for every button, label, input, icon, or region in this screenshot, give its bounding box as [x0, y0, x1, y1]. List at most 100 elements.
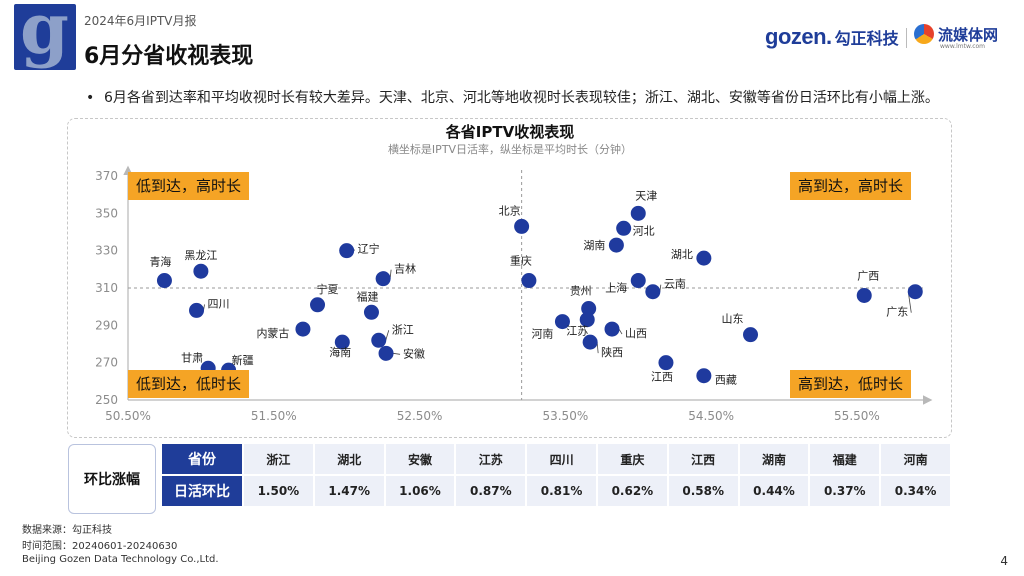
- data-point: [189, 302, 205, 318]
- gozen-logo-block: g: [14, 4, 76, 70]
- data-point: [295, 321, 311, 337]
- data-point: [696, 368, 712, 384]
- point-label: 天津: [635, 189, 657, 202]
- point-label: 重庆: [510, 254, 532, 268]
- summary-bullet: 6月各省到达率和平均收视时长有较大差异。天津、北京、河北等地收视时长表现较佳；浙…: [84, 89, 984, 108]
- gozen-brand-logo: gozen. 勾正科技: [765, 24, 899, 50]
- value-cell: 1.50%: [244, 476, 315, 508]
- time-range: 时间范围：20240601-20240630: [22, 541, 178, 552]
- gozen-brand-text: gozen.: [765, 24, 832, 49]
- point-label: 内蒙古: [256, 326, 289, 340]
- province-cell: 江西: [668, 444, 740, 476]
- mom-growth-label: 环比涨幅: [68, 444, 156, 514]
- point-label: 广东: [886, 306, 908, 319]
- value-cell: 1.47%: [314, 476, 386, 508]
- point-label: 江苏: [566, 325, 588, 338]
- company-name: Beijing Gozen Data Technology Co.,Ltd.: [22, 554, 219, 565]
- point-label: 贵州: [570, 285, 592, 298]
- page-title: 6月分省收视表现: [84, 44, 254, 69]
- data-point: [907, 284, 923, 300]
- data-point: [514, 218, 530, 234]
- point-label: 上海: [605, 281, 627, 295]
- x-tick-label: 53.50%: [542, 409, 588, 423]
- data-point: [856, 287, 872, 303]
- y-tick-label: 330: [95, 244, 118, 258]
- chart-reference-lines: [128, 170, 924, 400]
- point-label: 宁夏: [317, 282, 339, 296]
- x-tick-label: 52.50%: [397, 409, 443, 423]
- point-label: 黑龙江: [184, 249, 217, 262]
- province-cell: 江苏: [456, 444, 528, 476]
- data-point: [339, 243, 355, 259]
- x-tick-label: 55.50%: [834, 409, 880, 423]
- value-cell: 0.81%: [527, 476, 598, 508]
- point-label: 安徽: [403, 346, 425, 360]
- daily-active-mom-row: 日活环比 1.50% 1.47% 1.06% 0.87% 0.81% 0.62%…: [162, 476, 952, 508]
- data-point: [579, 312, 595, 328]
- data-point: [743, 327, 759, 343]
- data-point: [604, 321, 620, 337]
- y-tick-label: 310: [95, 281, 118, 295]
- mom-growth-table: 省份 浙江 湖北 安徽 江苏 四川 重庆 江西 湖南 福建 河南 日活环比 1.…: [162, 444, 952, 508]
- daily-active-mom-header: 日活环比: [162, 476, 244, 508]
- point-label: 青海: [149, 255, 171, 269]
- y-tick-label: 370: [95, 169, 118, 183]
- quadrant-bottom-right: 高到达，低时长: [790, 370, 912, 398]
- quadrant-top-right: 高到达，高时长: [790, 172, 912, 200]
- data-point: [645, 284, 661, 300]
- media-brand-name: 流媒体网: [938, 26, 999, 44]
- data-point: [582, 334, 598, 350]
- province-cell: 安徽: [385, 444, 457, 476]
- y-tick-label: 250: [95, 393, 118, 407]
- point-label: 吉林: [394, 262, 416, 276]
- data-source: 数据来源：勾正科技: [22, 525, 112, 536]
- data-point: [554, 314, 570, 330]
- point-label: 四川: [208, 297, 230, 310]
- chart-tick-labels: 50.50% 51.50% 52.50% 53.50% 54.50% 55.50% 250 2…: [95, 169, 880, 423]
- data-point: [334, 334, 350, 350]
- report-tag: 2024年6月IPTV月报: [84, 14, 197, 28]
- data-point: [378, 345, 394, 361]
- brand-divider: [906, 28, 907, 48]
- point-label: 福建: [356, 289, 378, 303]
- page-number: 4: [1000, 554, 1008, 568]
- y-tick-label: 350: [95, 206, 118, 220]
- point-label: 海南: [329, 345, 351, 359]
- data-point: [521, 273, 537, 289]
- data-point: [696, 250, 712, 266]
- data-point: [658, 355, 674, 371]
- chart-title: 各省IPTV收视表现: [445, 123, 574, 141]
- logo-letter: g: [20, 4, 69, 70]
- leader-line: [618, 328, 623, 335]
- data-point: [581, 301, 597, 317]
- point-label: 辽宁: [358, 242, 380, 256]
- quadrant-bottom-left: 低到达，低时长: [128, 370, 250, 398]
- chart-axes: [123, 165, 933, 405]
- leader-line: [392, 352, 401, 355]
- value-cell: 0.58%: [668, 476, 740, 508]
- province-cell: 浙江: [244, 444, 315, 476]
- quadrant-top-left: 低到达，高时长: [128, 172, 250, 200]
- data-point: [375, 271, 391, 287]
- province-cell: 湖南: [739, 444, 811, 476]
- point-label: 湖北: [671, 248, 693, 261]
- point-label: 山西: [625, 327, 647, 340]
- province-row: 省份 浙江 湖北 安徽 江苏 四川 重庆 江西 湖南 福建 河南: [162, 444, 952, 476]
- value-cell: 0.44%: [739, 476, 811, 508]
- y-tick-label: 270: [95, 356, 118, 370]
- point-label: 新疆: [232, 353, 254, 367]
- data-point: [616, 220, 632, 236]
- province-header: 省份: [162, 444, 244, 476]
- data-point: [630, 205, 646, 221]
- point-label: 河南: [531, 328, 553, 341]
- data-point: [156, 273, 172, 289]
- chart-subtitle: 横坐标是IPTV日活率，纵坐标是平均时长（分钟）: [388, 142, 632, 156]
- data-point: [193, 263, 209, 279]
- province-cell: 重庆: [597, 444, 669, 476]
- x-tick-label: 50.50%: [105, 409, 151, 423]
- point-label: 湖南: [583, 239, 605, 252]
- province-cell: 湖北: [314, 444, 386, 476]
- value-cell: 0.37%: [810, 476, 882, 508]
- chart-frame: [67, 118, 952, 438]
